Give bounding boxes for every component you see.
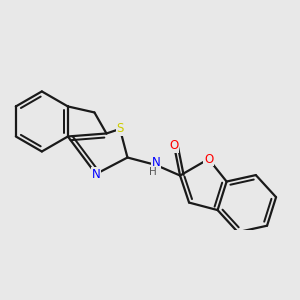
Text: O: O <box>204 152 213 166</box>
Text: O: O <box>169 139 179 152</box>
Text: H: H <box>149 167 157 177</box>
Text: N: N <box>152 156 160 169</box>
Text: N: N <box>92 167 100 181</box>
Text: S: S <box>116 122 124 136</box>
